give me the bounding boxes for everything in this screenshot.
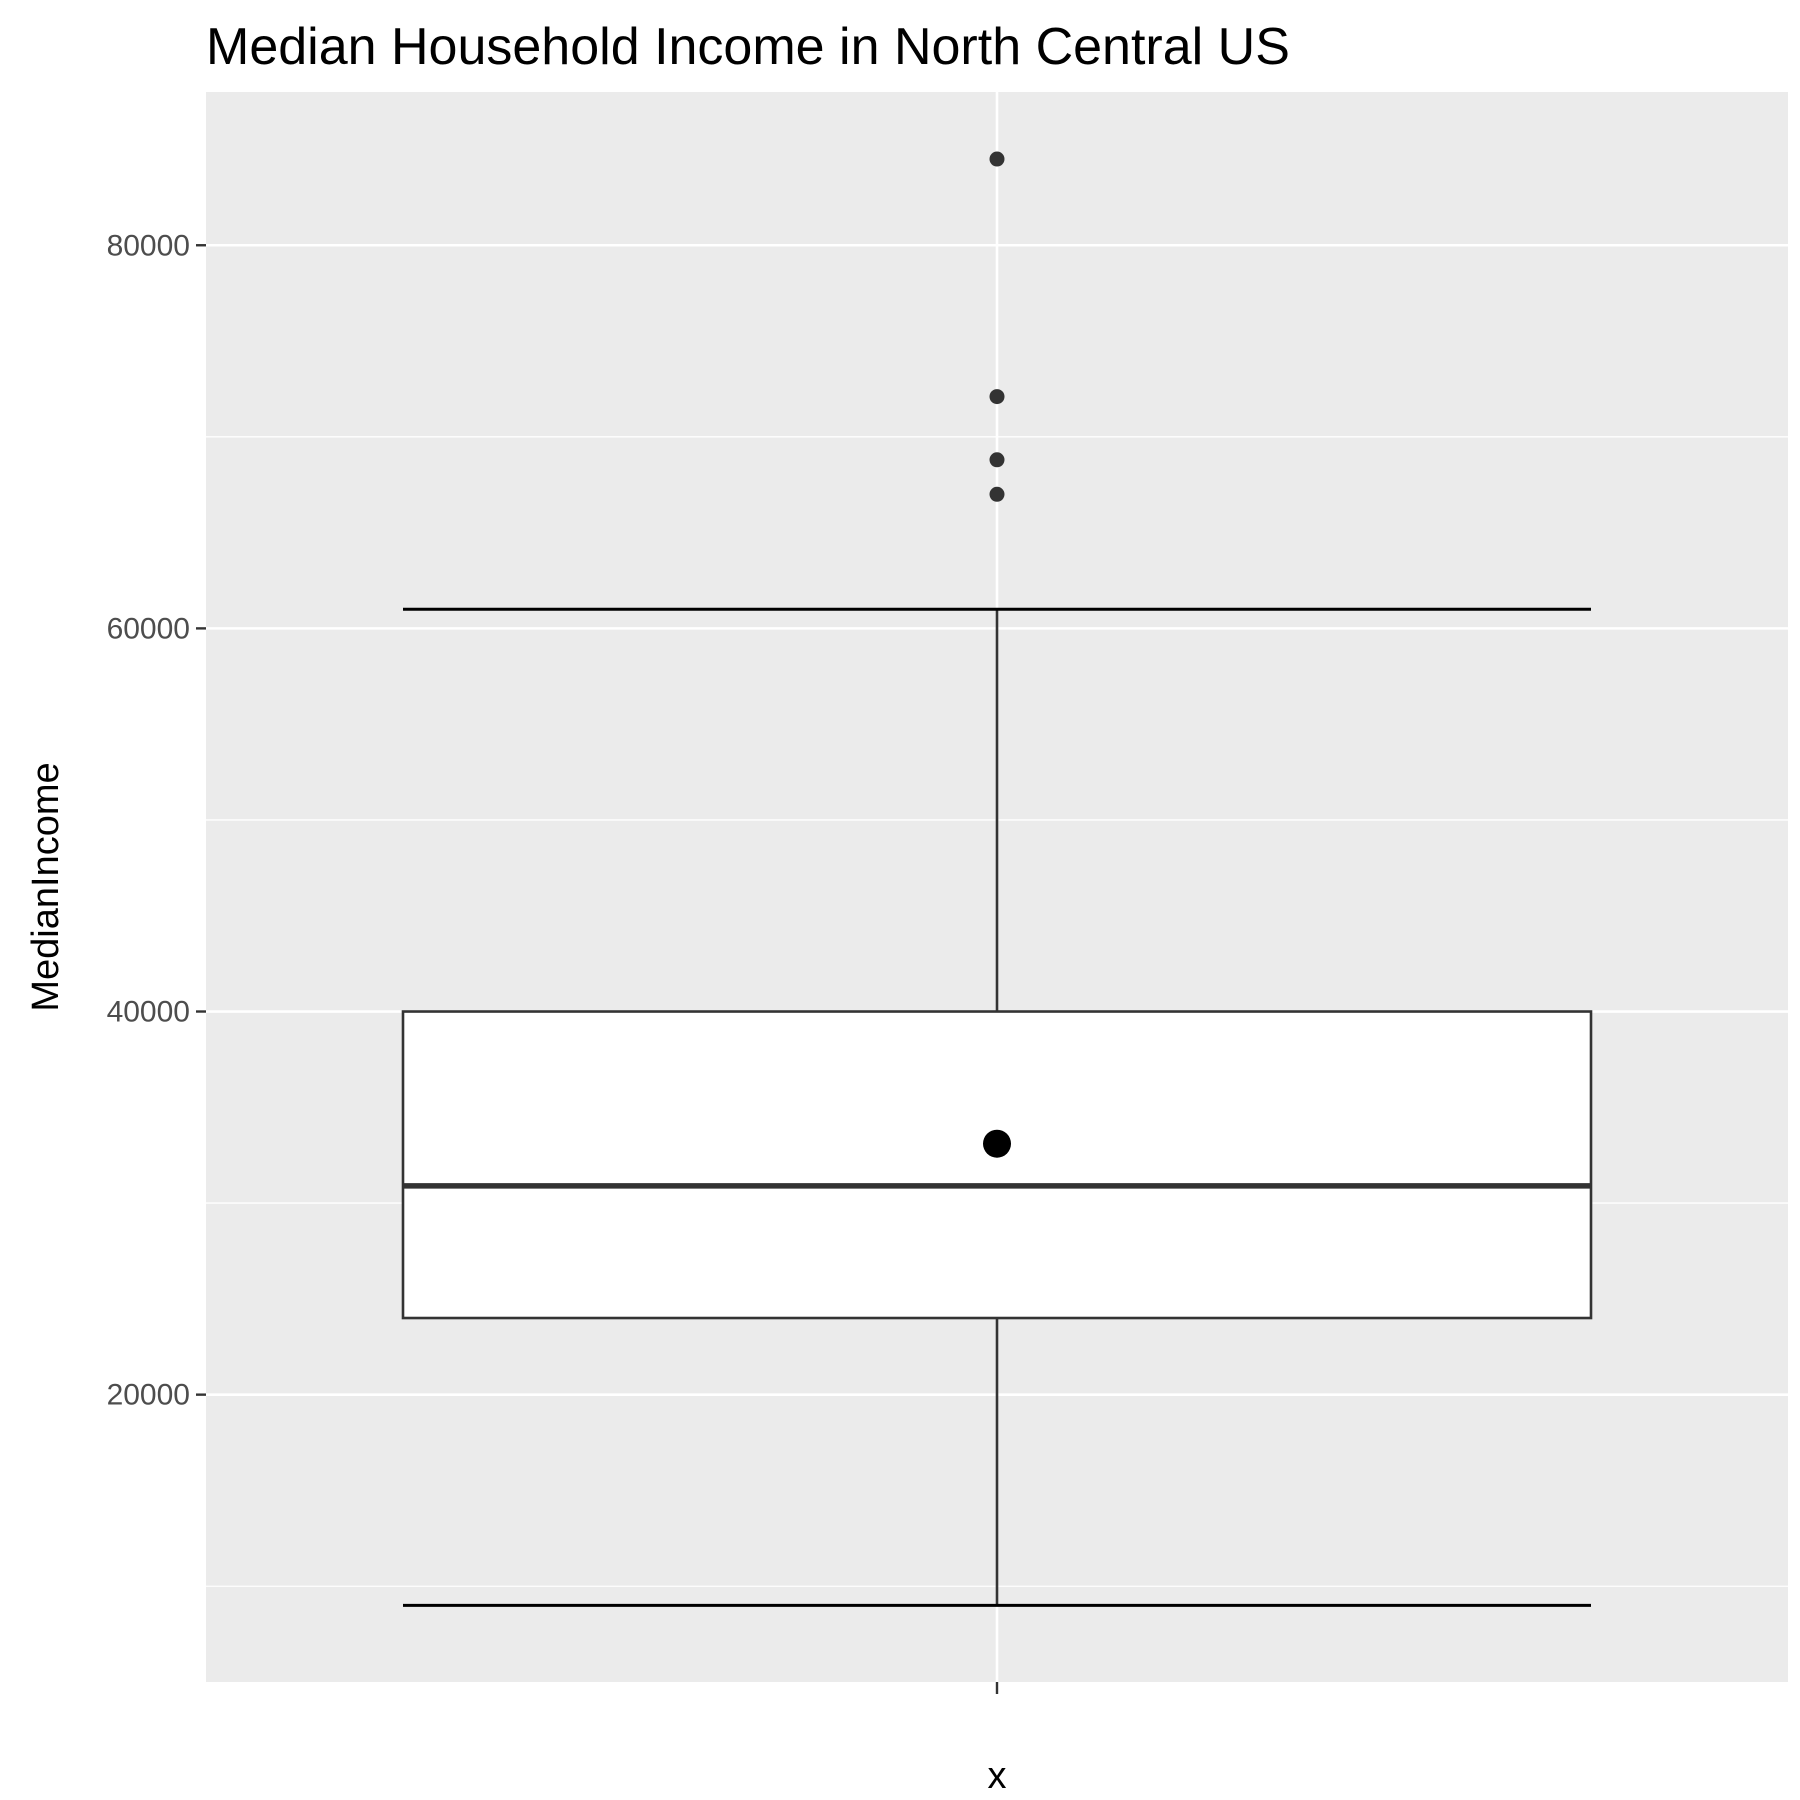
y-tick-label: 20000 [107, 1379, 190, 1412]
y-axis-title: MedianIncome [25, 762, 67, 1011]
y-tick-label: 60000 [107, 612, 190, 645]
y-tick-label: 80000 [107, 229, 190, 262]
y-tick-label: 40000 [107, 996, 190, 1029]
mean-point [983, 1129, 1011, 1158]
chart-title: Median Household Income in North Central… [206, 18, 1290, 76]
outlier-point [989, 389, 1005, 405]
outlier-point [989, 486, 1005, 502]
x-axis-title: x [988, 1755, 1007, 1797]
box-layer [401, 151, 1593, 1607]
outlier-point [989, 452, 1005, 468]
y-axis: 20000 40000 60000 80000 [107, 229, 206, 1412]
outlier-point [989, 151, 1005, 167]
interquartile-box [401, 1010, 1593, 1320]
